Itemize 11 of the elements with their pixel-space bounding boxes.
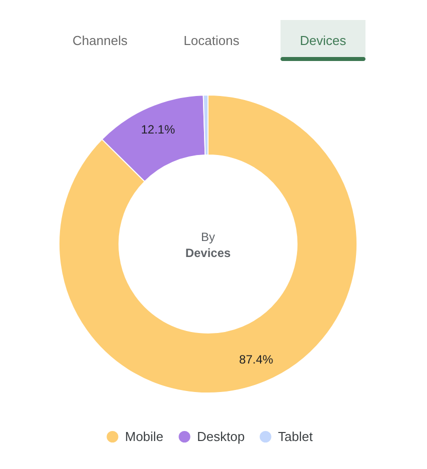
legend-label: Tablet <box>278 428 314 444</box>
data-label: 12.1% <box>140 122 176 136</box>
text: Devices <box>185 246 232 260</box>
legend-label: Mobile <box>125 428 164 444</box>
text: Devices <box>300 33 347 48</box>
text: Channels <box>72 33 128 48</box>
data-label: 87.4% <box>239 352 274 366</box>
text: By <box>200 230 216 244</box>
donut-slice <box>58 94 358 394</box>
text: Locations <box>184 33 240 48</box>
legend-label: Desktop <box>197 428 245 444</box>
